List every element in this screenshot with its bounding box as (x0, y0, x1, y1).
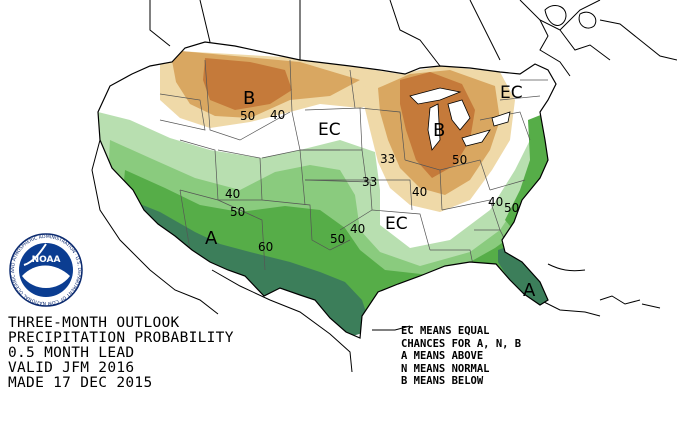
label-b-northwest: B (243, 88, 255, 109)
caption-line: 0.5 MONTH LEAD (8, 345, 135, 361)
caption-line: THREE-MONTH OUTLOOK (8, 315, 180, 331)
probability-fields (98, 42, 556, 338)
label-a-southwest: A (205, 228, 218, 249)
contour-label: 50 (330, 232, 345, 246)
contour-label: 33 (362, 175, 377, 189)
contour-label: 60 (258, 240, 273, 254)
surrounding-land-outlines (91, 0, 677, 373)
caption-line: PRECIPITATION PROBABILITY (8, 330, 234, 346)
legend-line: A MEANS ABOVE (401, 350, 484, 362)
above-60-southeast (498, 245, 548, 306)
state-boundaries (159, 59, 548, 271)
gull-icon (22, 265, 70, 288)
outlook-caption: THREE-MONTH OUTLOOK PRECIPITATION PROBAB… (8, 316, 234, 391)
caption-line: MADE 17 DEC 2015 (8, 375, 153, 391)
noaa-logo: NOAA NATIONAL OCEANIC AND ATMOSPHERIC AD… (0, 0, 83, 307)
below-50-northwest (203, 58, 292, 110)
great-lakes (409, 87, 511, 151)
legend-line: CHANCES FOR A, N, B (401, 337, 522, 350)
category-legend: EC MEANS EQUAL CHANCES FOR A, N, B A MEA… (401, 325, 521, 388)
label-b-great-lakes: B (433, 120, 445, 141)
contour-label: 40 (412, 185, 427, 199)
contour-label: 50 (504, 201, 519, 215)
contour-label: 40 (488, 195, 503, 209)
map-labels: B B A A EC EC EC 50 40 33 50 40 33 40 50… (205, 83, 536, 301)
contour-label: 33 (380, 152, 395, 166)
contour-label: 40 (350, 222, 365, 236)
caption-line: VALID JFM 2016 (8, 360, 135, 376)
label-a-florida: A (523, 280, 536, 301)
noaa-logo-text: NOAA (32, 255, 61, 265)
above-50-east-coast (505, 112, 556, 232)
label-ec-south: EC (385, 214, 408, 234)
legend-line: EC MEANS EQUAL (401, 325, 490, 337)
contour-label: 40 (225, 187, 240, 201)
contour-label: 50 (452, 153, 467, 167)
label-ec-plains: EC (318, 120, 341, 140)
us-outline (97, 41, 557, 339)
contour-label: 40 (270, 108, 285, 122)
contour-label: 50 (230, 205, 245, 219)
legend-line: B MEANS BELOW (401, 375, 484, 387)
legend-line: N MEANS NORMAL (401, 362, 490, 375)
contour-label: 50 (240, 109, 255, 123)
label-ec-northeast: EC (500, 83, 523, 103)
